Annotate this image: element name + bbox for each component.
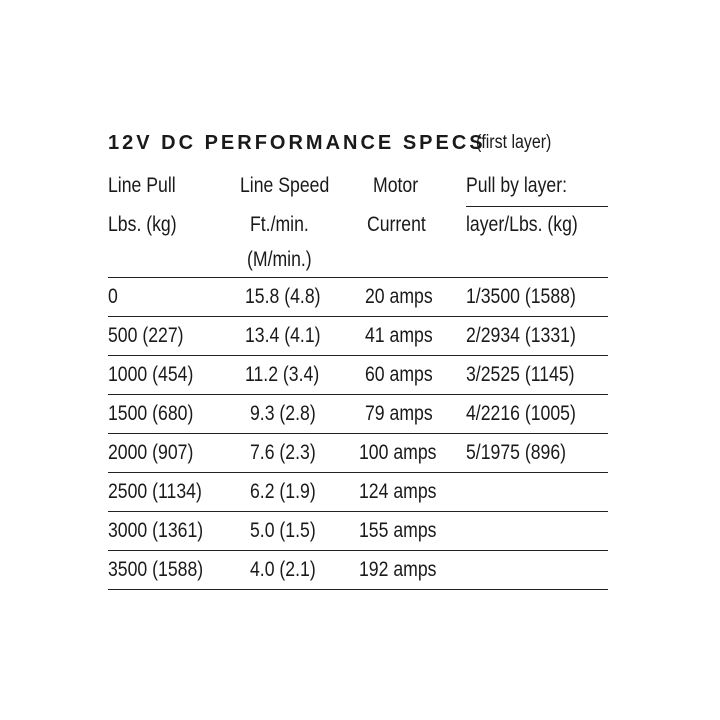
table-cell: 2000 (907) [108, 441, 194, 464]
table-cell: 1/3500 (1588) [466, 285, 576, 308]
header-cell: Pull by layer: [466, 174, 567, 197]
row-rule [108, 550, 608, 551]
table-cell: 100 amps [359, 441, 437, 464]
table-cell: 7.6 (2.3) [250, 441, 316, 464]
header-cell: Motor [373, 174, 419, 197]
table-cell: 1000 (454) [108, 363, 194, 386]
row-rule [108, 355, 608, 356]
header-rule [108, 277, 608, 278]
row-rule [108, 433, 608, 434]
table-cell: 1500 (680) [108, 402, 194, 425]
table-cell: 5.0 (1.5) [250, 519, 316, 542]
table-cell: 192 amps [359, 558, 437, 581]
table-cell: 41 amps [365, 324, 433, 347]
table-cell: 20 amps [365, 285, 433, 308]
row-rule [108, 472, 608, 473]
header-cell: layer/Lbs. (kg) [466, 213, 578, 236]
header-cell: Current [367, 213, 426, 236]
header-rule [466, 206, 608, 207]
table-cell: 2/2934 (1331) [466, 324, 576, 347]
table-cell: 13.4 (4.1) [245, 324, 321, 347]
row-rule [108, 316, 608, 317]
table-cell: 3500 (1588) [108, 558, 204, 581]
table-cell: 9.3 (2.8) [250, 402, 316, 425]
table-cell: 3/2525 (1145) [466, 363, 575, 386]
row-rule [108, 394, 608, 395]
table-cell: 4/2216 (1005) [466, 402, 576, 425]
table-title: 12V DC PERFORMANCE SPECS [108, 132, 486, 154]
row-rule [108, 589, 608, 590]
table-cell: 2500 (1134) [108, 480, 202, 503]
table-cell: 0 [108, 285, 118, 308]
table-cell: 124 amps [359, 480, 437, 503]
table-cell: 155 amps [359, 519, 437, 542]
table-cell: 500 (227) [108, 324, 184, 347]
table-subtitle: (first layer) [476, 132, 552, 153]
table-cell: 11.2 (3.4) [245, 363, 320, 386]
table-cell: 60 amps [365, 363, 433, 386]
table-cell: 5/1975 (896) [466, 441, 567, 464]
table-cell: 79 amps [365, 402, 433, 425]
header-cell: Ft./min. [250, 213, 309, 236]
header-cell: Line Pull [108, 174, 176, 197]
table-cell: 15.8 (4.8) [245, 285, 321, 308]
header-cell: Lbs. (kg) [108, 213, 177, 236]
row-rule [108, 511, 608, 512]
header-cell: Line Speed [240, 174, 330, 197]
table-cell: 6.2 (1.9) [250, 480, 316, 503]
header-cell: (M/min.) [247, 248, 312, 271]
table-cell: 4.0 (2.1) [250, 558, 316, 581]
table-cell: 3000 (1361) [108, 519, 204, 542]
